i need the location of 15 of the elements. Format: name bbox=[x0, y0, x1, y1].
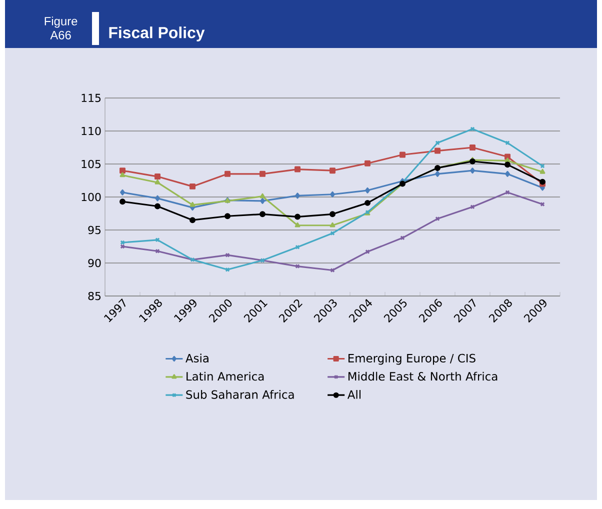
y-tick-label: 115 bbox=[82, 94, 101, 102]
chart-title: Fiscal Policy bbox=[109, 26, 205, 42]
legend-label: Asia bbox=[186, 354, 208, 363]
y-tick-label: 95 bbox=[88, 226, 101, 234]
legend-label: Sub Saharan Africa bbox=[186, 390, 294, 399]
legend-label: Emerging Europe / CIS bbox=[348, 354, 476, 365]
y-tick-label: 100 bbox=[82, 192, 101, 202]
y-tick-label: 90 bbox=[88, 258, 101, 268]
y-tick-label: 110 bbox=[82, 126, 101, 136]
legend-label: All bbox=[347, 390, 361, 399]
legend-label: Latin America bbox=[186, 372, 264, 381]
legend-label: Middle East & North Africa bbox=[348, 372, 498, 381]
chart-subtitle: Figure A66 bbox=[44, 16, 78, 40]
y-tick-label: 85 bbox=[88, 292, 101, 300]
y-tick-label: 105 bbox=[82, 160, 101, 168]
